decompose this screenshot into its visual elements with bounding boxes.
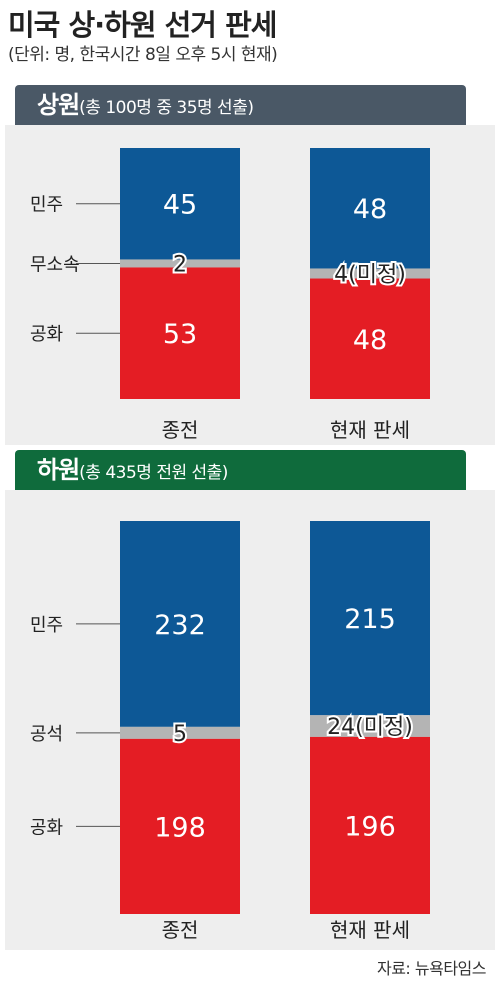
series-label-0-0: 민주 bbox=[30, 195, 63, 216]
series-label-1-0: 민주 bbox=[30, 615, 63, 636]
value-label-1-1-1: 24(미정) bbox=[327, 715, 413, 740]
house-title: 하원 bbox=[37, 456, 80, 484]
value-label-1-0-2: 198 bbox=[154, 812, 206, 843]
senate-title: 상원 bbox=[37, 91, 80, 119]
value-label-0-1-2: 48 bbox=[353, 325, 387, 356]
bar-0-1-seg-0 bbox=[310, 148, 430, 269]
house-note: (총 435명 전원 선출) bbox=[79, 463, 228, 483]
bar-0-0-seg-0 bbox=[120, 148, 240, 260]
senate-note: (총 100명 중 35명 선출) bbox=[79, 98, 254, 118]
page-title: 미국 상·하원 선거 판세 bbox=[8, 8, 277, 42]
value-label-0-1-0: 48 bbox=[353, 194, 387, 225]
category-label-0-0: 종전 bbox=[162, 418, 199, 442]
value-label-0-0-2: 53 bbox=[163, 319, 197, 350]
category-label-1-1: 현재 판세 bbox=[330, 918, 410, 942]
category-label-1-0: 종전 bbox=[162, 918, 199, 942]
bar-1-0-seg-1 bbox=[120, 726, 240, 739]
page-subtitle: (단위: 명, 한국시간 8일 오후 5시 현재) bbox=[8, 45, 278, 65]
senate-header: 상원(총 100명 중 35명 선출) bbox=[15, 85, 466, 125]
bar-1-1-seg-2 bbox=[310, 736, 430, 914]
series-label-0-2: 공화 bbox=[30, 324, 63, 345]
value-label-1-0-1: 5 bbox=[173, 722, 187, 747]
bar-0-0-seg-1 bbox=[120, 259, 240, 268]
bar-1-1-seg-1 bbox=[310, 715, 430, 737]
series-label-0-1: 무소속 bbox=[30, 254, 80, 275]
value-label-1-1-2: 196 bbox=[344, 811, 396, 842]
bar-0-1-seg-1 bbox=[310, 268, 430, 279]
bar-1-0-seg-2 bbox=[120, 738, 240, 914]
bar-0-1-seg-2 bbox=[310, 278, 430, 399]
category-label-0-1: 현재 판세 bbox=[330, 418, 410, 442]
value-label-0-0-1: 2 bbox=[173, 252, 187, 277]
series-label-1-2: 공화 bbox=[30, 817, 63, 838]
series-label-1-1: 공석 bbox=[30, 724, 63, 745]
bar-0-0-seg-2 bbox=[120, 267, 240, 399]
value-label-1-1-0: 215 bbox=[344, 604, 396, 635]
value-label-1-0-0: 232 bbox=[154, 610, 206, 641]
source-credit: 자료: 뉴욕타임스 bbox=[376, 959, 487, 978]
value-label-0-0-0: 45 bbox=[163, 190, 197, 221]
bar-1-0-seg-0 bbox=[120, 521, 240, 727]
value-label-0-1-1: 4(미정) bbox=[334, 263, 406, 288]
bar-1-1-seg-0 bbox=[310, 521, 430, 716]
house-header: 하원(총 435명 전원 선출) bbox=[15, 450, 466, 490]
